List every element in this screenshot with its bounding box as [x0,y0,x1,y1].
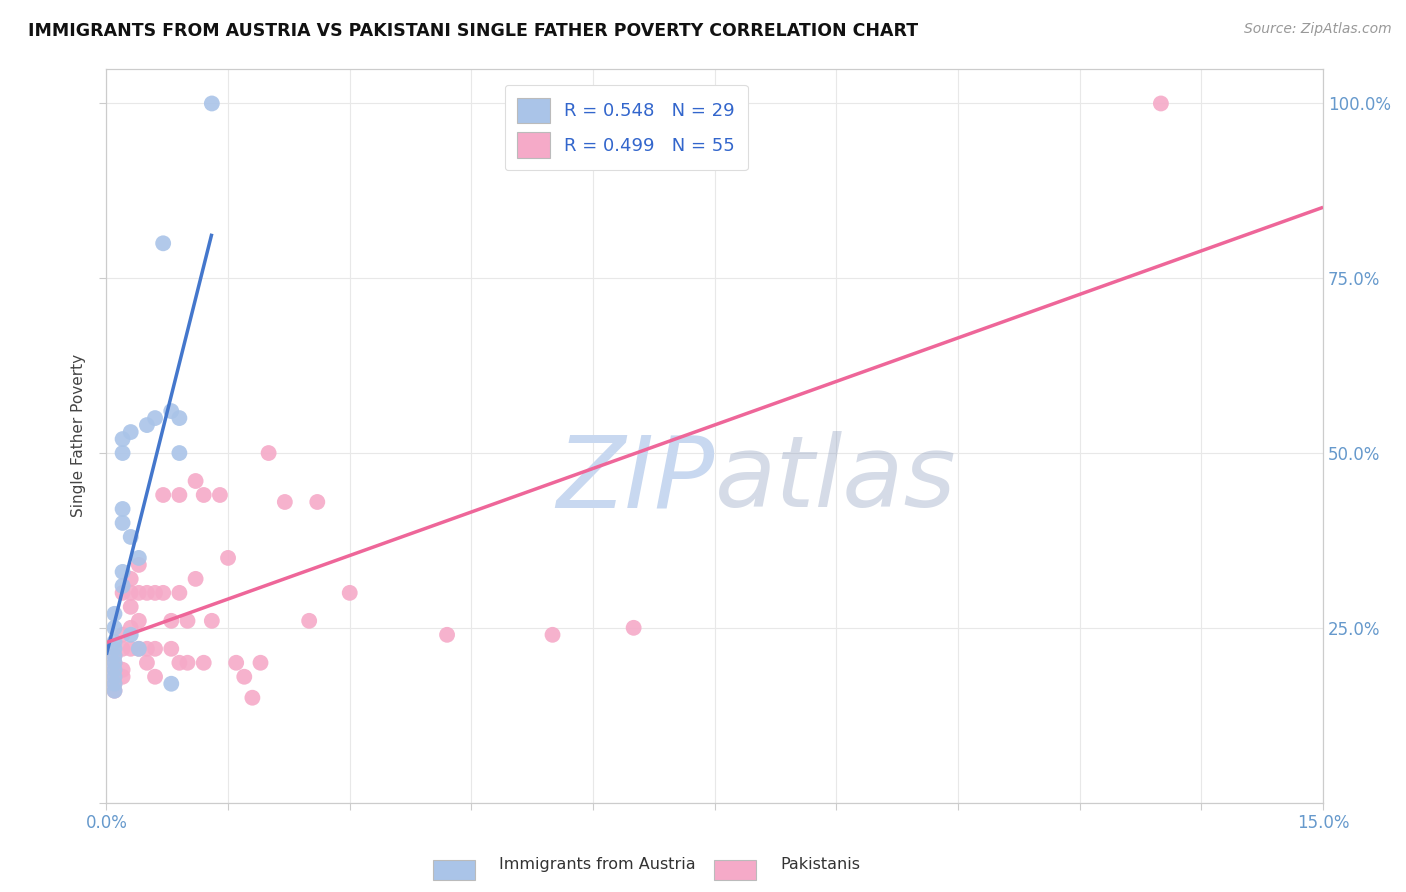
Y-axis label: Single Father Poverty: Single Father Poverty [72,354,86,517]
Point [160,404,183,418]
Point [128,558,150,572]
Text: Immigrants from Austria: Immigrants from Austria [499,857,696,872]
Point [193,656,215,670]
Point [136,656,159,670]
Point [128,550,150,565]
Point [111,432,134,446]
Point [120,425,142,439]
Point [201,96,224,111]
Point [103,663,125,677]
Point [208,488,231,502]
Point [143,586,166,600]
Point [111,502,134,516]
Point [184,474,207,488]
Point [103,635,125,649]
Point [128,641,150,656]
Point [103,648,125,663]
Point [176,614,198,628]
Point [169,446,191,460]
Point [103,656,125,670]
Point [120,530,142,544]
Point [111,586,134,600]
Text: atlas: atlas [714,431,956,528]
Point [541,628,564,642]
Point [111,663,134,677]
Point [103,607,125,621]
Point [120,641,142,656]
Point [103,677,125,691]
Point [143,670,166,684]
Point [103,670,125,684]
Point [152,586,174,600]
Point [436,628,458,642]
Point [160,614,183,628]
Point [111,516,134,530]
Point [169,411,191,425]
Point [217,550,239,565]
Point [111,446,134,460]
Point [103,670,125,684]
Point [339,586,361,600]
Point [623,621,645,635]
Point [233,670,256,684]
Point [225,656,247,670]
Point [176,656,198,670]
Point [169,586,191,600]
Point [160,677,183,691]
Point [169,488,191,502]
Point [160,641,183,656]
Point [242,690,264,705]
Point [193,488,215,502]
Point [143,411,166,425]
Text: Pakistanis: Pakistanis [780,857,860,872]
Point [103,656,125,670]
Point [111,565,134,579]
Point [111,628,134,642]
Point [136,641,159,656]
Point [120,599,142,614]
Point [103,621,125,635]
Point [128,614,150,628]
Point [201,614,224,628]
Point [152,236,174,251]
Point [120,572,142,586]
Point [111,579,134,593]
Point [111,641,134,656]
Legend: R = 0.548   N = 29, R = 0.499   N = 55: R = 0.548 N = 29, R = 0.499 N = 55 [505,85,748,170]
Point [111,670,134,684]
Point [103,677,125,691]
Text: ZIP: ZIP [557,431,714,528]
Point [136,586,159,600]
Point [120,628,142,642]
Text: IMMIGRANTS FROM AUSTRIA VS PAKISTANI SINGLE FATHER POVERTY CORRELATION CHART: IMMIGRANTS FROM AUSTRIA VS PAKISTANI SIN… [28,22,918,40]
Point [152,488,174,502]
Point [1150,96,1173,111]
Text: Source: ZipAtlas.com: Source: ZipAtlas.com [1244,22,1392,37]
Point [249,656,271,670]
Point [128,586,150,600]
Point [184,572,207,586]
Point [103,683,125,698]
Point [274,495,297,509]
Point [103,683,125,698]
Point [257,446,280,460]
Point [103,663,125,677]
Point [103,648,125,663]
Point [120,586,142,600]
Point [128,641,150,656]
Point [136,418,159,433]
Point [298,614,321,628]
Point [103,641,125,656]
Point [169,656,191,670]
Point [307,495,329,509]
Point [143,641,166,656]
Point [120,621,142,635]
